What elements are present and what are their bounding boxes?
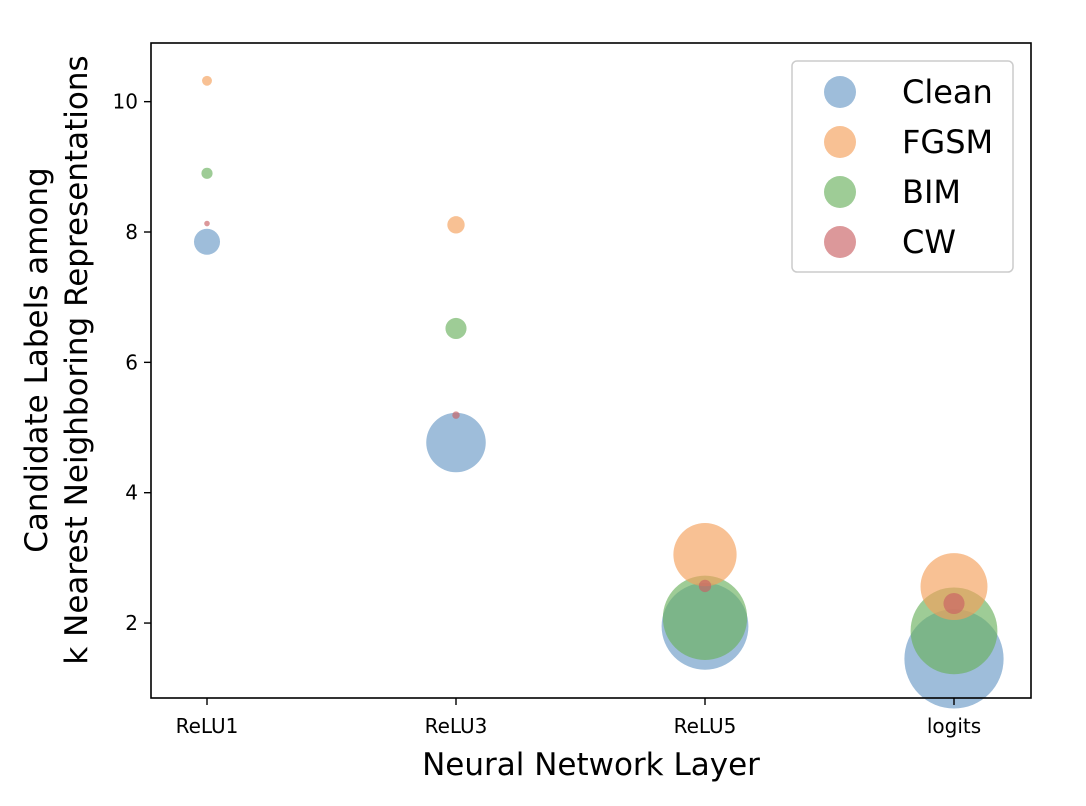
bubble-bim-relu5 bbox=[662, 575, 748, 660]
y-tick-label: 8 bbox=[125, 220, 138, 244]
y-axis-title: Candidate Labels among k Nearest Neighbo… bbox=[19, 55, 95, 664]
y-axis-title-line-2: k Nearest Neighboring Representations bbox=[59, 55, 95, 664]
bubble-fgsm-relu5 bbox=[673, 522, 737, 587]
y-axis: 2 4 6 8 10 bbox=[113, 90, 151, 635]
y-axis-title-line-1: Candidate Labels among bbox=[19, 167, 55, 552]
y-tick-label: 10 bbox=[113, 90, 138, 114]
plot-frame bbox=[150, 42, 1032, 699]
bubble-fgsm-relu1 bbox=[202, 75, 212, 86]
x-tick-label: ReLU3 bbox=[425, 714, 488, 738]
x-axis-title: Neural Network Layer bbox=[422, 747, 760, 783]
legend-marker-bim bbox=[824, 176, 856, 208]
x-tick-label: logits bbox=[927, 714, 981, 738]
legend-label-cw: CW bbox=[902, 223, 956, 261]
bubble-cw-relu3 bbox=[452, 411, 460, 419]
bubble-cw-relu1 bbox=[204, 220, 210, 227]
legend-frame bbox=[791, 60, 1014, 273]
legend-label-fgsm: FGSM bbox=[902, 123, 993, 161]
bubble-bim-relu3 bbox=[445, 317, 467, 340]
bubble-cw-relu5 bbox=[698, 579, 712, 593]
x-axis: ReLU1 ReLU3 ReLU5 logits bbox=[176, 698, 981, 738]
legend-label-clean: Clean bbox=[902, 73, 993, 111]
x-tick-label: ReLU5 bbox=[674, 714, 737, 738]
y-tick-label: 6 bbox=[125, 350, 138, 374]
bubble-clean-relu3 bbox=[426, 412, 486, 473]
bubble-cw-logits bbox=[943, 592, 965, 615]
legend-marker-cw bbox=[824, 226, 856, 258]
bubble-fgsm-relu3 bbox=[447, 216, 465, 234]
bubble-fgsm-logits bbox=[920, 553, 988, 621]
legend-marker-fgsm bbox=[824, 126, 856, 158]
y-tick-label: 4 bbox=[125, 481, 138, 505]
legend: Clean FGSM BIM CW bbox=[791, 60, 1014, 273]
bubble-layer bbox=[193, 75, 1004, 709]
legend-label-bim: BIM bbox=[902, 173, 961, 211]
legend-marker-clean bbox=[824, 76, 856, 108]
bubble-bim-relu1 bbox=[201, 167, 213, 179]
bubble-clean-relu1 bbox=[193, 228, 221, 255]
y-tick-label: 2 bbox=[125, 611, 138, 635]
x-tick-label: ReLU1 bbox=[176, 714, 239, 738]
